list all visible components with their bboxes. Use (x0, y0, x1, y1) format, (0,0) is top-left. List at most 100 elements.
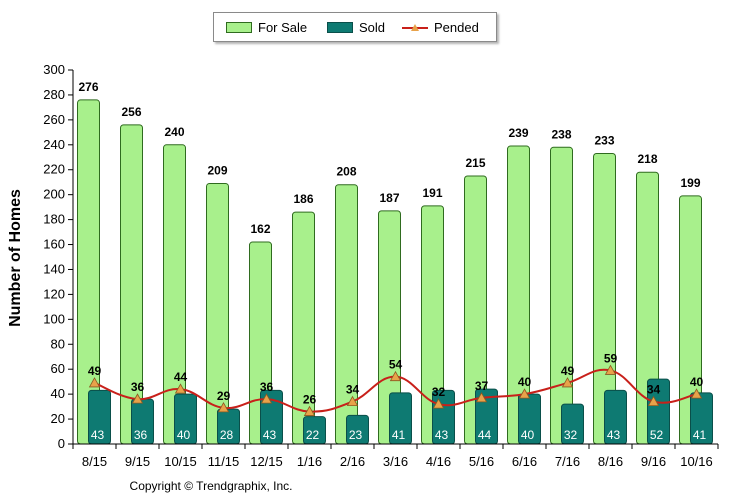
sold-value-label: 40 (177, 428, 191, 442)
pended-marker (88, 377, 101, 388)
for-sale-value-label: 186 (293, 192, 313, 206)
pended-marker (647, 395, 660, 407)
for-sale-value-label: 208 (336, 165, 356, 179)
pended-value-label: 34 (647, 383, 661, 397)
y-tick-label: 0 (58, 436, 65, 451)
for-sale-value-label: 191 (422, 186, 442, 200)
y-tick-label: 300 (43, 62, 65, 77)
pended-value-label: 40 (518, 375, 532, 389)
y-tick-label: 240 (43, 137, 65, 152)
pended-value-label: 29 (217, 389, 231, 403)
x-tick-label: 5/16 (469, 454, 494, 469)
y-tick-label: 80 (51, 336, 65, 351)
sold-value-label: 22 (306, 428, 320, 442)
y-tick-label: 180 (43, 212, 65, 227)
pended-value-label: 32 (432, 385, 446, 399)
for-sale-value-label: 209 (207, 163, 227, 177)
pended-value-label: 36 (131, 380, 145, 394)
pended-marker (518, 388, 531, 399)
chart-axes: 0 20 40 60 80 100 120 140 160 180 200 220 240 260 280 3… (43, 62, 719, 469)
x-tick-label: 3/16 (383, 454, 408, 469)
x-tick-label: 1/16 (297, 454, 322, 469)
sold-value-label: 32 (564, 428, 578, 442)
sold-value-label: 43 (607, 428, 621, 442)
for-sale-value-label: 162 (250, 222, 270, 236)
legend-item-pended[interactable]: Pended (402, 13, 479, 41)
pended-marker (131, 393, 144, 404)
legend-for-sale-label: For Sale (258, 19, 308, 35)
pended-value-label: 49 (561, 364, 575, 378)
y-tick-label: 60 (51, 361, 65, 376)
sold-value-label: 41 (392, 428, 406, 442)
legend-pended-label: Pended (434, 19, 479, 35)
for-sale-bar (550, 146, 573, 445)
x-tick-label: 4/16 (426, 454, 451, 469)
sold-value-label: 44 (478, 428, 492, 442)
pended-marker (389, 370, 402, 382)
sold-value-label: 40 (521, 428, 535, 442)
pended-marker (604, 364, 617, 375)
for-sale-swatch (226, 21, 252, 33)
for-sale-value-label: 187 (379, 191, 399, 205)
for-sale-value-label: 199 (680, 176, 700, 190)
sold-value-label: 28 (220, 428, 234, 442)
sold-value-label: 41 (693, 428, 707, 442)
for-sale-value-label: 256 (121, 105, 141, 119)
pended-value-label: 26 (303, 393, 317, 407)
pended-line (88, 364, 703, 416)
copyright-text: Copyright © Trendgraphix, Inc. (129, 479, 293, 493)
y-tick-label: 20 (51, 411, 65, 426)
sold-value-label: 43 (435, 428, 449, 442)
x-tick-label: 8/15 (82, 454, 107, 469)
x-tick-label: 7/16 (555, 454, 580, 469)
x-tick-label: 11/15 (208, 454, 240, 469)
pended-value-label: 49 (88, 364, 102, 378)
for-sale-value-label: 233 (594, 134, 614, 148)
pended-value-label: 37 (475, 379, 489, 393)
x-tick-label: 10/15 (164, 454, 197, 469)
sold-value-label: 52 (650, 428, 664, 442)
x-tick-label: 9/16 (641, 454, 666, 469)
pended-marker (432, 398, 445, 409)
pended-marker (303, 405, 316, 416)
pended-marker (561, 377, 574, 388)
pended-marker (260, 393, 273, 404)
chart-legend: For Sale Sold Pended (213, 12, 497, 42)
x-tick-label: 9/15 (125, 454, 150, 469)
y-tick-label: 40 (51, 386, 65, 401)
y-tick-label: 260 (43, 112, 65, 127)
sold-value-label: 23 (349, 428, 363, 442)
y-tick-label: 160 (43, 237, 65, 252)
pended-marker (174, 383, 187, 394)
y-tick-label: 100 (43, 311, 65, 326)
pended-value-label: 34 (346, 383, 360, 397)
for-sale-value-label: 240 (164, 125, 184, 139)
y-axis-title: Number of Homes (7, 189, 24, 327)
pended-value-label: 54 (389, 358, 403, 372)
pended-marker (346, 395, 359, 407)
x-tick-label: 6/16 (512, 454, 537, 469)
x-tick-label: 12/15 (250, 454, 283, 469)
pended-value-label: 44 (174, 370, 188, 384)
y-tick-label: 220 (43, 162, 65, 177)
sold-swatch (327, 21, 353, 33)
for-sale-value-label: 238 (551, 127, 571, 141)
pended-line-swatch (402, 22, 428, 33)
for-sale-value-label: 276 (78, 80, 98, 94)
legend-item-sold[interactable]: Sold (327, 13, 385, 41)
pended-value-label: 40 (690, 375, 704, 389)
pended-value-label: 59 (604, 351, 618, 365)
legend-item-for-sale[interactable]: For Sale (226, 13, 307, 41)
pended-marker-icon (411, 23, 419, 31)
sold-value-label: 36 (134, 428, 148, 442)
x-tick-label: 2/16 (340, 454, 365, 469)
y-tick-label: 120 (43, 286, 65, 301)
y-tick-label: 140 (43, 261, 65, 276)
x-tick-label: 8/16 (598, 454, 623, 469)
for-sale-bar (206, 182, 229, 445)
y-tick-label: 200 (43, 187, 65, 202)
pended-marker (475, 392, 488, 403)
pended-marker (690, 388, 703, 399)
